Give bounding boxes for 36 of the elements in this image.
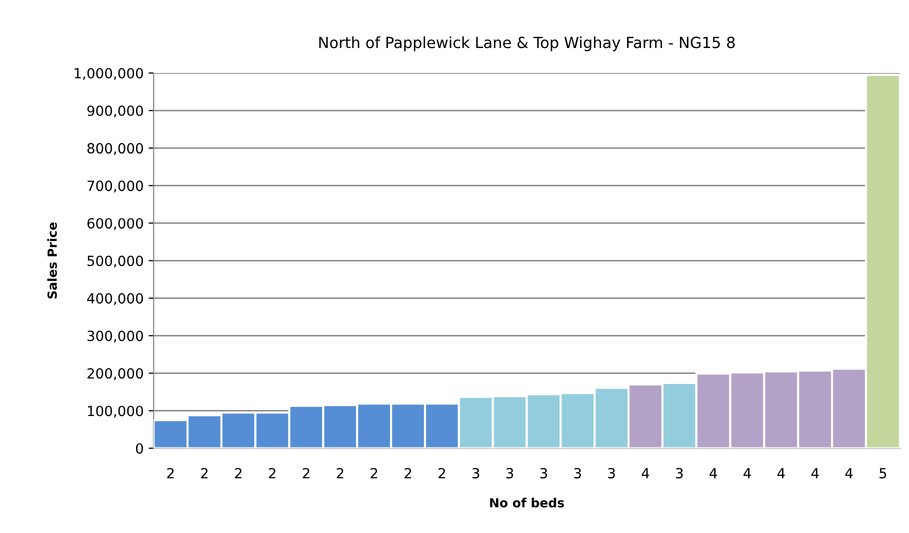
x-tick-label: 4: [777, 468, 785, 478]
y-tick-label: 1,000,000: [74, 68, 143, 80]
x-tick-label: 3: [506, 468, 514, 478]
chart-title: North of Papplewick Lane & Top Wighay Farm - NG15 8: [319, 36, 735, 52]
x-tick-label: 4: [744, 468, 751, 478]
x-tick-label: 2: [302, 468, 310, 478]
x-tick-label: 2: [201, 468, 208, 478]
y-tick-label: 800,000: [87, 143, 143, 155]
x-tick-label: 2: [370, 468, 378, 478]
x-tick-label: 2: [235, 468, 242, 478]
x-tick-label: 2: [438, 468, 445, 478]
x-tick-label: 3: [608, 468, 615, 478]
y-tick-label: 0: [136, 443, 143, 454]
y-tick-label: 600,000: [87, 218, 143, 230]
y-axis-title: Sales Price: [47, 222, 57, 298]
x-tick-label: 3: [676, 468, 683, 478]
x-tick-label: 4: [642, 468, 650, 478]
x-tick-label: 2: [404, 468, 412, 478]
y-tick-label: 300,000: [88, 330, 143, 343]
x-axis-title: No of beds: [490, 498, 564, 508]
y-tick-label: 100,000: [88, 406, 143, 418]
x-tick-label: 2: [268, 468, 276, 478]
x-tick-label: 4: [845, 468, 853, 478]
x-tick-label: 3: [540, 468, 548, 478]
x-tick-label: 4: [811, 468, 819, 478]
y-tick-label: 900,000: [87, 106, 143, 118]
y-tick-label: 500,000: [88, 256, 143, 268]
x-tick-label: 3: [472, 468, 480, 478]
y-tick-label: 400,000: [87, 293, 143, 306]
x-tick-label: 2: [336, 468, 344, 478]
x-tick-label: 4: [710, 468, 717, 478]
x-tick-label: 3: [574, 468, 581, 478]
y-tick-label: 200,000: [87, 368, 143, 380]
x-tick-label: 2: [167, 468, 174, 478]
y-tick-label: 700,000: [88, 180, 143, 192]
x-tick-label: 5: [880, 468, 886, 478]
